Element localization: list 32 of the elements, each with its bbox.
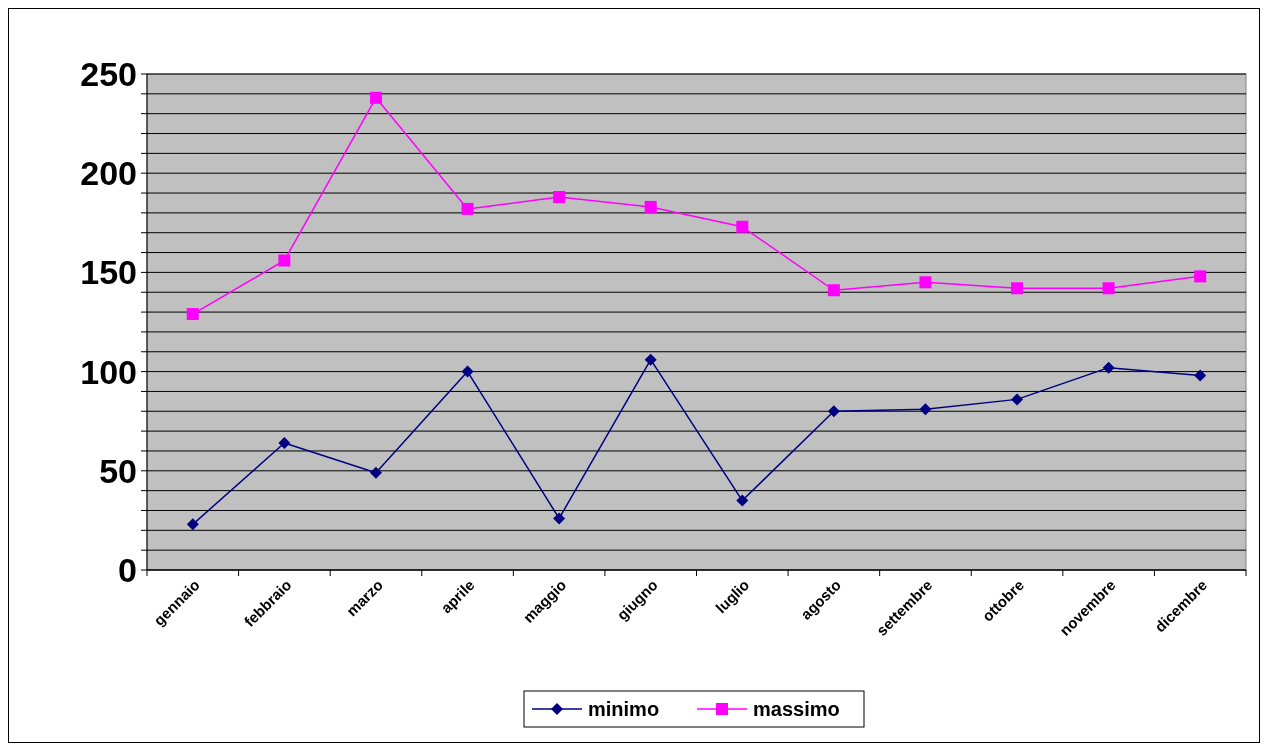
y-tick-label: 50: [99, 451, 137, 490]
point: [369, 91, 382, 104]
point: [186, 308, 199, 321]
y-tick-label: 200: [80, 154, 137, 193]
point: [1011, 393, 1024, 406]
point: [461, 365, 474, 378]
point: [278, 254, 291, 267]
point: [186, 518, 199, 531]
legend-label: massimo: [753, 698, 840, 720]
point: [1102, 282, 1115, 295]
point: [1194, 369, 1207, 382]
point: [644, 353, 657, 366]
point: [919, 276, 932, 289]
y-tick-label: 100: [80, 352, 137, 391]
point: [1102, 361, 1115, 374]
point: [827, 284, 840, 297]
point: [736, 220, 749, 233]
point: [919, 403, 932, 416]
point: [1011, 282, 1024, 295]
y-tick-label: 250: [80, 54, 137, 93]
point: [644, 200, 657, 213]
legend-label: minimo: [588, 698, 660, 720]
point: [278, 437, 291, 450]
point: [461, 202, 474, 215]
point: [1194, 270, 1207, 283]
y-tick-label: 0: [118, 550, 137, 589]
point: [553, 191, 566, 204]
point: [553, 512, 566, 525]
point: [736, 494, 749, 507]
point: [827, 405, 840, 418]
point: [369, 466, 382, 479]
y-tick-label: 150: [80, 253, 137, 292]
